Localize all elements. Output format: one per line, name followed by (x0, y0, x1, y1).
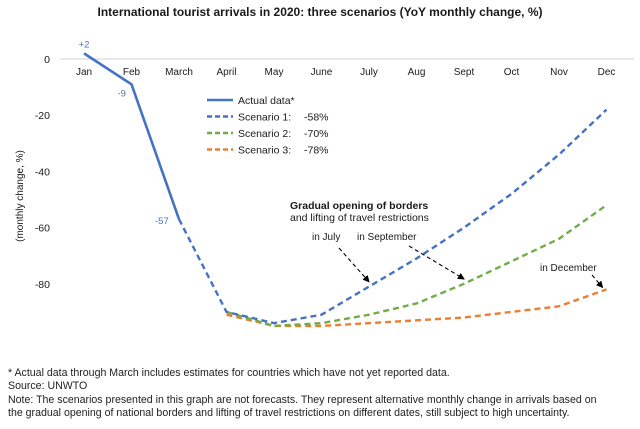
note-line-1: Note: The scenarios presented in this gr… (8, 393, 597, 406)
x-tick-label: April (216, 67, 236, 78)
x-tick-label: Aug (408, 67, 426, 78)
chart-title: International tourist arrivals in 2020: … (97, 5, 542, 19)
legend-label: Scenario 3: (238, 145, 291, 157)
x-tick-label: May (265, 67, 284, 78)
data-label: -9 (118, 88, 126, 99)
legend-value: -78% (304, 145, 329, 157)
x-tick-label: Feb (123, 67, 141, 78)
y-tick-label: -60 (35, 223, 50, 235)
chart: International tourist arrivals in 2020: … (15, 5, 634, 328)
y-tick-label: -20 (35, 110, 50, 122)
y-axis-label: (monthly change, %) (15, 150, 26, 242)
series-line-scenario-1 (177, 108, 608, 325)
y-tick-label: -80 (35, 279, 50, 291)
x-tick-label: July (360, 67, 378, 78)
x-tick-label: Nov (550, 67, 568, 78)
x-tick-label: Oct (504, 67, 520, 78)
legend-value: -58% (304, 112, 329, 124)
x-tick-label: Dec (598, 67, 616, 78)
legend-label: Actual data* (238, 95, 295, 107)
legend-label: Scenario 1: (238, 112, 291, 124)
x-tick-label: Sept (454, 67, 475, 78)
series-line-actual (83, 52, 181, 220)
x-tick-label: Jan (76, 67, 92, 78)
y-tick-label: 0 (44, 54, 50, 66)
legend-value: -70% (304, 128, 329, 140)
annotations: Gradual opening of borders and lifting o… (290, 200, 604, 289)
data-label: +2 (79, 39, 90, 50)
legend: Actual data* Scenario 1: -58% Scenario 2: -7… (207, 95, 329, 157)
note-line-2: the gradual opening of national borders … (8, 407, 570, 420)
annotation-label: in September (357, 232, 417, 243)
annotation-label: in December (540, 263, 597, 274)
footer-notes: * Actual data through March includes est… (8, 367, 636, 421)
annotation-label: in July (312, 232, 340, 243)
x-tick-label: June (311, 67, 333, 78)
footnote: * Actual data through March includes est… (8, 367, 450, 379)
data-label: -57 (155, 216, 169, 227)
annotation-heading: Gradual opening of borders (290, 200, 428, 212)
series-line-scenario-2 (226, 204, 608, 328)
annotation-subheading: and lifting of travel restrictions (290, 212, 429, 224)
annotation-arrow (591, 274, 604, 289)
y-tick-label: -40 (35, 166, 50, 178)
legend-label: Scenario 2: (238, 128, 291, 140)
source-line: Source: UNWTO (8, 380, 88, 393)
x-tick-label: March (165, 67, 193, 78)
annotation-arrow (338, 247, 370, 283)
annotation-arrow (408, 245, 465, 280)
